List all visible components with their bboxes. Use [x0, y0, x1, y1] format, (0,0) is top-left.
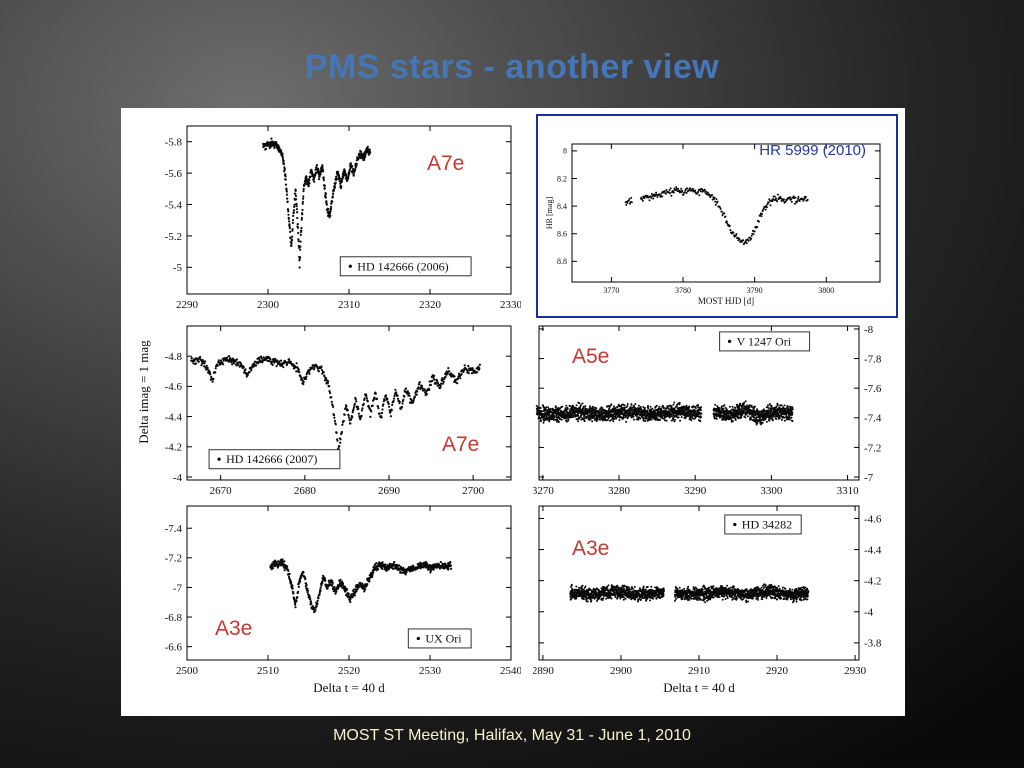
svg-text:8.2: 8.2: [557, 174, 567, 183]
svg-text:Delta t = 40 d: Delta t = 40 d: [313, 680, 385, 695]
svg-text:2330: 2330: [500, 299, 521, 311]
spectral-label-a7e-hd142666-2007: A7e: [442, 433, 480, 456]
svg-text:-5.8: -5.8: [165, 137, 183, 149]
svg-text:V 1247 Ori: V 1247 Ori: [737, 334, 792, 348]
svg-text:MOST HJD [d]: MOST HJD [d]: [698, 296, 754, 306]
svg-text:8: 8: [563, 147, 567, 156]
svg-text:-6.6: -6.6: [165, 642, 183, 654]
svg-text:3800: 3800: [818, 286, 834, 295]
svg-text:-4.2: -4.2: [864, 576, 881, 588]
svg-text:2690: 2690: [378, 485, 401, 497]
svg-text:2700: 2700: [462, 485, 485, 497]
svg-text:3770: 3770: [603, 286, 619, 295]
svg-text:-4.2: -4.2: [165, 442, 182, 454]
svg-text:-4: -4: [173, 472, 183, 484]
svg-text:-5: -5: [173, 262, 183, 274]
svg-text:2310: 2310: [338, 299, 361, 311]
svg-text:2680: 2680: [294, 485, 317, 497]
svg-text:2290: 2290: [176, 299, 199, 311]
svg-text:-7: -7: [864, 472, 874, 484]
spectral-label-a3e-uxori: A3e: [215, 617, 253, 640]
svg-text:UX Ori: UX Ori: [425, 631, 462, 645]
lightcurve-v1247-ori: 3270 3280 3290 3300 3310 -8 -7.8 -7.6 -7.4 -7.2 -7…: [532, 320, 905, 502]
svg-text:8.6: 8.6: [557, 230, 567, 239]
svg-text:2320: 2320: [419, 299, 442, 311]
lightcurve-hd34282: 2890 2900 2910 2920 2930 -4.6 -4.4 -4.2 -4 -3.8 De…: [532, 502, 905, 700]
svg-text:-7: -7: [173, 582, 183, 594]
svg-text:2900: 2900: [610, 665, 633, 677]
footer-caption: MOST ST Meeting, Halifax, May 31 - June …: [333, 727, 691, 744]
svg-text:8.8: 8.8: [557, 257, 567, 266]
svg-text:-3.8: -3.8: [864, 638, 882, 650]
svg-text:-7.8: -7.8: [864, 353, 882, 365]
svg-text:2530: 2530: [419, 665, 442, 677]
lightcurve-hd142666-2006: 2290 2300 2310 2320 2330 -5.8 -5.6 -5.4 -5.2 -5 HD…: [141, 116, 523, 320]
svg-text:-4.8: -4.8: [165, 351, 183, 363]
lightcurve-ux-ori: 2500 2510 2520 2530 2540 -7.4 -7.2 -7 -6.8 -6.6 De…: [141, 502, 523, 700]
svg-text:-7.4: -7.4: [165, 523, 183, 535]
svg-text:2670: 2670: [210, 485, 233, 497]
svg-text:3300: 3300: [760, 485, 783, 497]
svg-text:3270: 3270: [533, 485, 554, 497]
spectral-label-a7e-hd142666-2006: A7e: [427, 152, 465, 175]
svg-text:3310: 3310: [837, 485, 860, 497]
svg-text:HD 142666 (2007): HD 142666 (2007): [226, 452, 317, 466]
svg-text:2890: 2890: [533, 665, 554, 677]
svg-text:-4.4: -4.4: [864, 544, 882, 556]
hr5999-annotation: HR 5999 (2010): [759, 142, 866, 159]
lightcurve-hd142666-2007: 2670 2680 2690 2700 -4.8 -4.6 -4.4 -4.2 -4 HD 142…: [141, 320, 521, 502]
svg-text:-5.4: -5.4: [165, 199, 183, 211]
svg-text:8.4: 8.4: [557, 202, 567, 211]
svg-text:Delta t = 40 d: Delta t = 40 d: [663, 680, 735, 695]
svg-text:-6.8: -6.8: [165, 612, 183, 624]
svg-text:2510: 2510: [257, 665, 280, 677]
svg-text:3780: 3780: [675, 286, 691, 295]
svg-text:2500: 2500: [176, 665, 199, 677]
lightcurve-hr5999-2010: 3770 3780 3790 3800 8 8.2 8.4 8.6 8.8 MOST HJD [d…: [536, 114, 898, 318]
svg-text:2540: 2540: [500, 665, 521, 677]
svg-text:-7.6: -7.6: [864, 383, 882, 395]
svg-text:-7.4: -7.4: [864, 413, 882, 425]
svg-text:-4.6: -4.6: [165, 381, 183, 393]
svg-text:2920: 2920: [766, 665, 789, 677]
spectral-label-a5e-v1247ori: A5e: [572, 345, 610, 368]
svg-text:2910: 2910: [688, 665, 711, 677]
svg-text:2520: 2520: [338, 665, 361, 677]
svg-text:-5.2: -5.2: [165, 231, 182, 243]
svg-text:-5.6: -5.6: [165, 168, 183, 180]
svg-text:-4.6: -4.6: [864, 513, 882, 525]
svg-text:2300: 2300: [257, 299, 280, 311]
svg-text:-8: -8: [864, 324, 874, 336]
svg-text:HD 142666 (2006): HD 142666 (2006): [357, 259, 448, 273]
spectral-label-a3e-hd34282: A3e: [572, 537, 610, 560]
svg-text:HR [mag]: HR [mag]: [545, 197, 554, 230]
svg-text:-4.4: -4.4: [165, 411, 183, 423]
svg-text:3790: 3790: [747, 286, 763, 295]
slide-content-panel: Delta imag = 1 mag 2290 2300 2310 2320 2330-…: [121, 108, 905, 716]
svg-text:3290: 3290: [684, 485, 707, 497]
svg-text:-4: -4: [864, 607, 874, 619]
svg-text:-7.2: -7.2: [864, 442, 881, 454]
svg-text:-7.2: -7.2: [165, 553, 182, 565]
svg-text:3280: 3280: [608, 485, 631, 497]
slide-title: PMS stars - another view: [304, 48, 720, 86]
svg-text:2930: 2930: [844, 665, 867, 677]
